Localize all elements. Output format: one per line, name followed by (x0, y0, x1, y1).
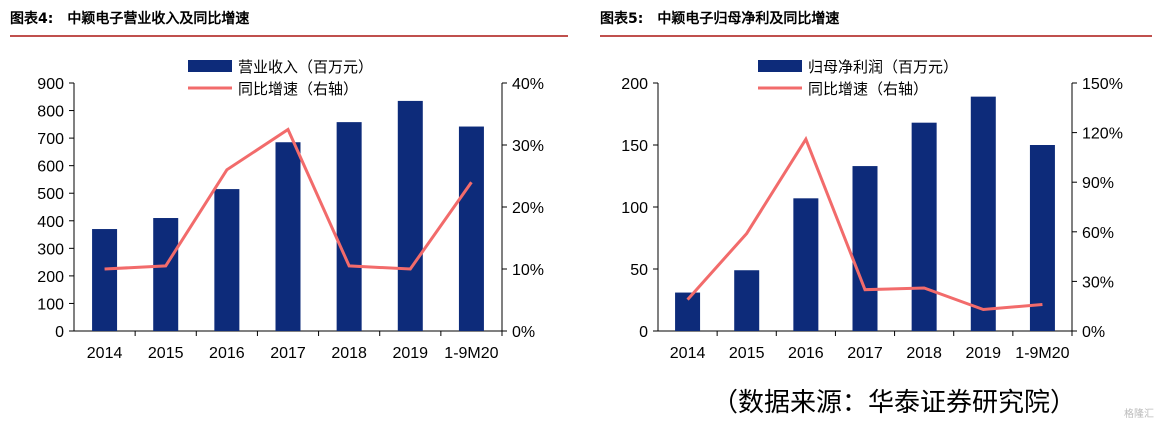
x-tick-label: 2016 (788, 345, 824, 362)
y-tick-label-left: 400 (37, 214, 64, 231)
legend-bar-label: 归母净利润（百万元） (808, 58, 958, 76)
title-rule (10, 35, 568, 37)
figure-label: 图表4: (10, 11, 54, 27)
y-tick-label-left: 50 (630, 262, 648, 279)
figure-label: 图表5: (600, 11, 644, 27)
y-tick-label-right: 150% (1082, 76, 1123, 93)
x-tick-label: 1-9M20 (444, 345, 498, 362)
revenue-chart: 0 100 200 300 400 500 600 700 800 900 0% 10% 20% 30% 4… (37, 58, 544, 362)
y-tick-label-left: 200 (37, 269, 64, 286)
panel-title: 图表5: 中颖电子归母净利及同比增速 (600, 8, 839, 28)
x-tick-label: 2014 (87, 345, 123, 362)
y-tick-label-right: 60% (1082, 225, 1114, 242)
x-tick-label: 2015 (729, 345, 765, 362)
bar (970, 96, 996, 331)
y-tick-label-left: 100 (621, 200, 648, 217)
x-tick-label: 2018 (906, 345, 942, 362)
x-tick-label: 2017 (847, 345, 883, 362)
bar (214, 189, 240, 331)
y-tick-label-left: 100 (37, 296, 64, 313)
chart-panel-net-profit: 图表5: 中颖电子归母净利及同比增速 0 50 100 150 200 0% 30% 60% 90… (590, 0, 1164, 380)
y-tick-label-right: 30% (1082, 274, 1114, 291)
x-tick-label: 1-9M20 (1015, 345, 1069, 362)
bar (793, 198, 819, 331)
bar (336, 122, 362, 331)
y-tick-label-left: 200 (621, 76, 648, 93)
y-tick-label-left: 0 (639, 324, 648, 341)
figure-title: 中颖电子营业收入及同比增速 (67, 11, 250, 27)
bar (153, 218, 179, 331)
y-tick-label-right: 0% (512, 324, 535, 341)
legend-bar-swatch (758, 60, 802, 72)
y-tick-label-left: 150 (621, 138, 648, 155)
chart-panel-revenue: 图表4: 中颖电子营业收入及同比增速 0 100 200 300 400 500 600 700… (0, 0, 580, 380)
x-tick-label: 2019 (965, 345, 1001, 362)
y-tick-label-right: 0% (1082, 324, 1105, 341)
legend-line-label: 同比增速（右轴） (808, 80, 928, 98)
x-tick-label: 2014 (670, 345, 706, 362)
y-tick-label-right: 20% (512, 200, 544, 217)
y-tick-label-right: 120% (1082, 126, 1123, 143)
x-tick-label: 2017 (270, 345, 306, 362)
bar (275, 142, 301, 331)
net-profit-chart: 0 50 100 150 200 0% 30% 60% 90% 120% 150% 2014 2015 2… (621, 58, 1123, 362)
x-tick-label: 2015 (148, 345, 184, 362)
bar (1029, 145, 1055, 331)
y-tick-label-left: 800 (37, 104, 64, 121)
watermark: 格隆汇 (1124, 409, 1154, 420)
x-tick-label: 2019 (392, 345, 428, 362)
bar (397, 100, 423, 332)
bar (734, 270, 760, 331)
x-tick-label: 2018 (331, 345, 367, 362)
data-source-note: （数据来源：华泰证券研究院） (712, 388, 1077, 418)
title-rule (600, 35, 1152, 37)
y-tick-label-left: 700 (37, 131, 64, 148)
legend-line-label: 同比增速（右轴） (238, 80, 358, 98)
y-tick-label-left: 900 (37, 76, 64, 93)
y-tick-label-right: 10% (512, 262, 544, 279)
y-tick-label-left: 0 (55, 324, 64, 341)
bar (852, 166, 878, 331)
y-tick-label-right: 90% (1082, 175, 1114, 192)
bar (92, 229, 118, 331)
figure-title: 中颖电子归母净利及同比增速 (657, 11, 840, 27)
x-tick-label: 2016 (209, 345, 245, 362)
legend-bar-label: 营业收入（百万元） (238, 58, 373, 76)
y-tick-label-right: 30% (512, 138, 544, 155)
y-tick-label-left: 500 (37, 186, 64, 203)
panel-title: 图表4: 中颖电子营业收入及同比增速 (10, 8, 249, 28)
y-tick-label-right: 40% (512, 76, 544, 93)
bar (458, 126, 484, 331)
y-tick-label-left: 600 (37, 159, 64, 176)
bar (911, 122, 937, 332)
legend-bar-swatch (188, 60, 232, 72)
y-tick-label-left: 300 (37, 241, 64, 258)
